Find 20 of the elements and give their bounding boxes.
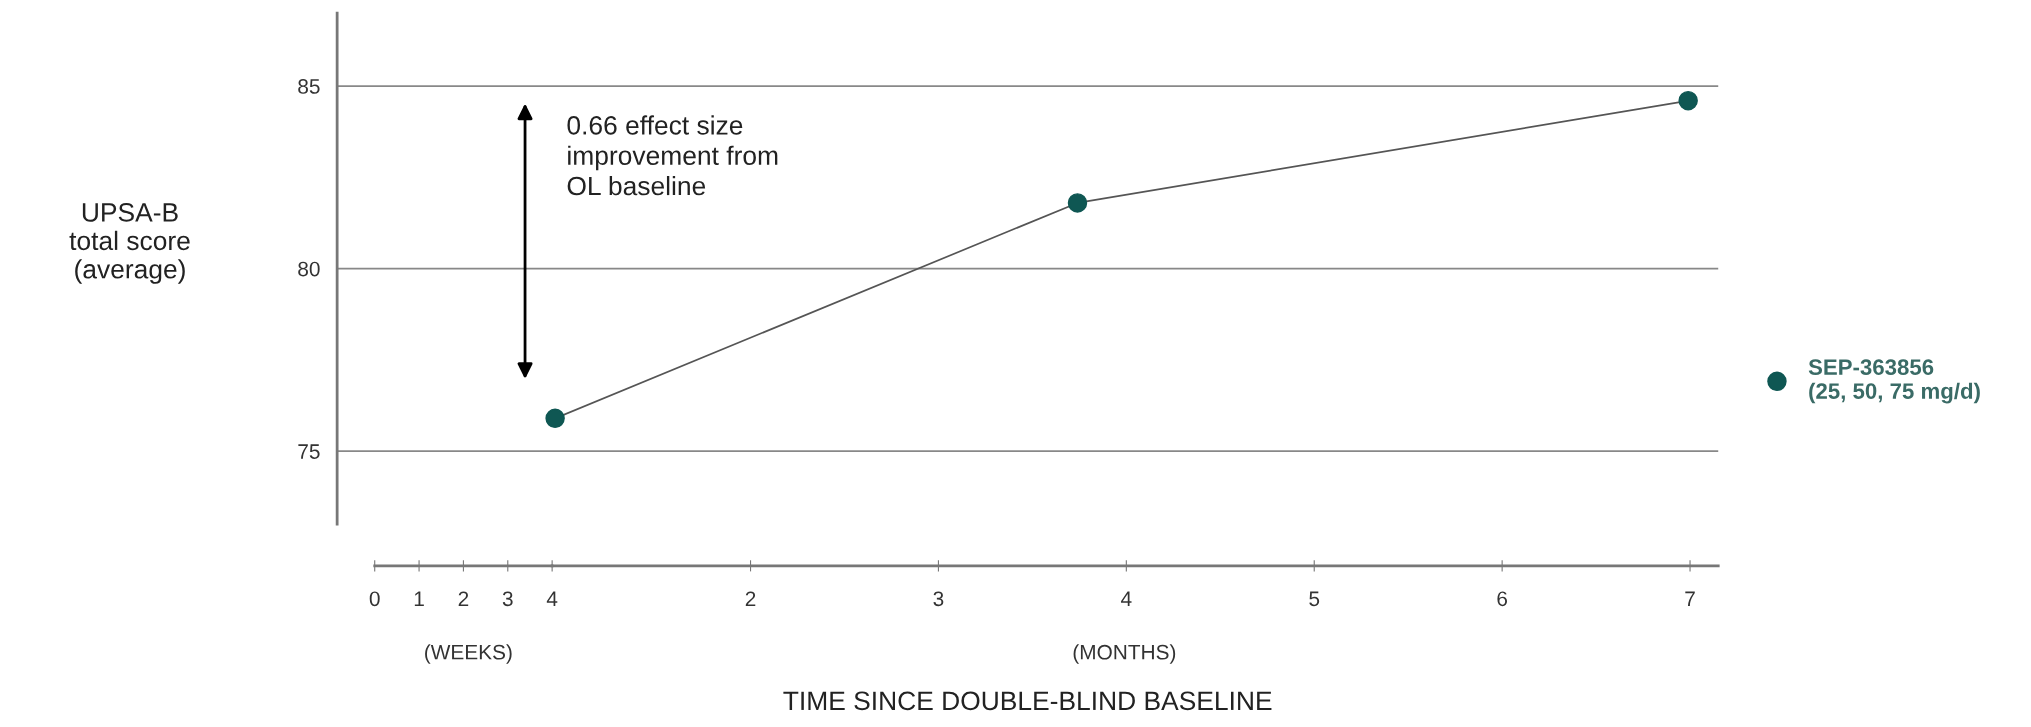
y-tick-label: 75 — [298, 444, 320, 459]
text: (MONTHS) — [1073, 644, 1176, 664]
x-tick-label: 2 — [745, 591, 756, 606]
y-tick-label: 85 — [298, 79, 320, 94]
point — [1067, 193, 1088, 213]
legend-label: SEP-363856 (25, 50, 75 mg/d) — [1808, 359, 1980, 404]
y-axis-title: UPSA-B total score (average) — [69, 203, 190, 284]
annotation: 0.66 effect size improvement from OL baseline — [567, 115, 778, 196]
x2-tick-label: 1 — [414, 591, 424, 606]
point — [545, 408, 565, 429]
x-tick-label: 6 — [1497, 591, 1508, 607]
x-tick-label: 5 — [1309, 591, 1320, 607]
y-tick-label: 80 — [298, 261, 320, 277]
text: (WEEKS) — [425, 644, 512, 664]
point — [1678, 90, 1698, 111]
x-tick-label: 4 — [1121, 591, 1132, 606]
x-tick-label: 3 — [933, 591, 944, 607]
x-axis-title: TIME SINCE DOUBLE-BLIND BASELINE — [783, 691, 1272, 711]
x-tick-label: 7 — [1685, 591, 1695, 606]
x2-tick-label: 0 — [369, 591, 380, 607]
